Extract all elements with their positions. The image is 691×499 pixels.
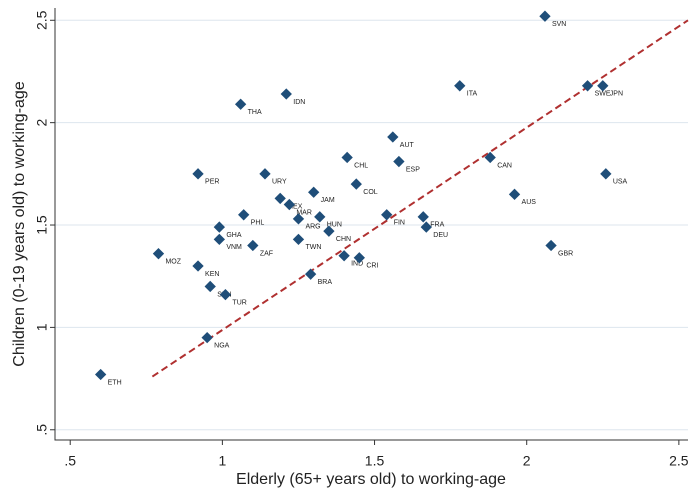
point-label: PER (205, 179, 219, 186)
point (274, 192, 286, 205)
point (247, 239, 259, 252)
point-label: DEU (433, 232, 448, 239)
x-tick-label: 1.5 (365, 453, 385, 469)
point-label: IND (351, 261, 363, 268)
point-label: GHA (226, 232, 242, 239)
point (94, 368, 107, 381)
point (308, 186, 320, 198)
fit-line (151, 19, 689, 378)
point-label: ESP (406, 166, 420, 173)
point-label: CHL (354, 162, 368, 169)
point (417, 211, 429, 223)
point-label: ETH (108, 379, 122, 386)
y-tick-label: 2 (34, 119, 50, 127)
point-label: IDN (293, 99, 305, 106)
point (292, 233, 305, 246)
point (201, 331, 213, 344)
point (484, 151, 496, 164)
point (545, 239, 557, 252)
x-tick-label: 2.5 (669, 453, 689, 469)
point-label: HUN (327, 222, 342, 229)
point-label: GBR (558, 250, 573, 257)
point-label: AUS (522, 199, 537, 206)
point-label: AUT (400, 142, 415, 149)
point-label: BRA (318, 279, 333, 286)
point-label: ARG (305, 224, 320, 231)
point (314, 211, 326, 223)
point-label: CAN (497, 162, 512, 169)
point-label: COL (363, 189, 378, 196)
point (338, 250, 350, 262)
point (192, 168, 204, 180)
point (234, 98, 247, 110)
point-label: SVN (552, 21, 566, 28)
point-label: JAM (321, 197, 335, 204)
point-label: TUR (232, 299, 246, 306)
point-label: MOZ (165, 259, 181, 266)
point (283, 198, 295, 211)
point (454, 80, 466, 92)
y-tick-label: 2.5 (34, 10, 50, 30)
point (213, 233, 225, 246)
x-tick-label: 1 (218, 453, 226, 469)
point (350, 178, 362, 190)
point (381, 209, 393, 221)
point (213, 221, 225, 233)
point (387, 131, 399, 143)
point-label: URY (272, 179, 287, 186)
point-label: FRA (430, 222, 444, 229)
point (204, 280, 216, 293)
point-label: ITA (467, 91, 478, 98)
point-label: PHL (251, 220, 265, 227)
point (304, 268, 317, 280)
x-tick-label: .5 (64, 453, 76, 469)
point-label: VNM (226, 244, 242, 251)
point (420, 221, 432, 233)
point (219, 288, 232, 301)
x-axis-label: Elderly (65+ years old) to working-age (236, 471, 506, 488)
point-label: USA (613, 179, 628, 186)
point (192, 260, 204, 272)
point-label: CHN (336, 236, 351, 243)
x-tick-label: 2 (523, 453, 531, 469)
point (508, 188, 521, 200)
plot-frame (54, 8, 688, 441)
point-label: THA (248, 109, 262, 116)
y-axis-label: Children (0-19 years old) to working-age (11, 81, 28, 367)
point-label: MEX (287, 203, 303, 210)
point-label: KEN (205, 271, 219, 278)
point (238, 209, 250, 221)
point (323, 225, 335, 237)
point (341, 151, 353, 164)
point (393, 155, 405, 168)
point-label: JPN (610, 91, 623, 98)
y-tick-label: 1.5 (34, 215, 50, 235)
point (600, 168, 612, 180)
point-label: SWE (595, 91, 611, 98)
point (152, 248, 165, 260)
point-label: NGA (214, 342, 230, 349)
point-label: ZAF (260, 250, 273, 257)
point (292, 213, 305, 225)
point (259, 168, 271, 180)
point-label: TWN (305, 244, 321, 251)
point-label: CRI (366, 263, 378, 270)
y-tick-label: 1 (34, 323, 50, 331)
y-tick-label: .5 (34, 424, 50, 436)
point-label: FIN (394, 220, 405, 227)
point-label: MAR (296, 209, 312, 216)
point (280, 88, 292, 100)
